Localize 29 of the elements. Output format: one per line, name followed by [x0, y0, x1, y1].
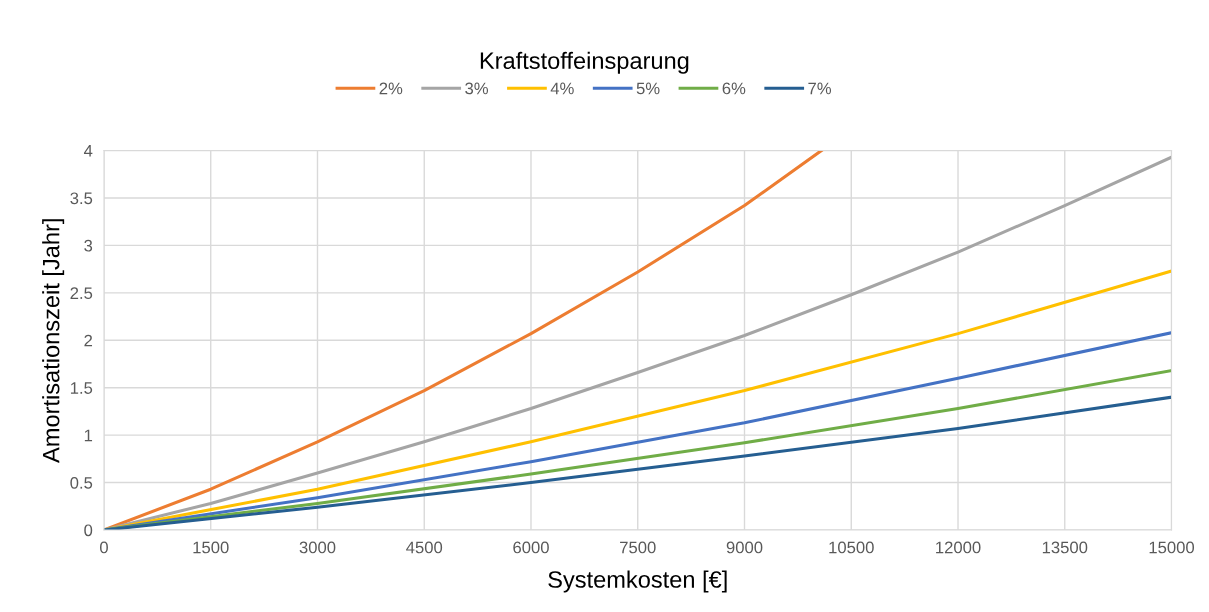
y-tick-label: 1.5	[70, 382, 93, 394]
legend-label: 6%	[722, 82, 746, 95]
legend-label: 7%	[808, 82, 832, 95]
x-tick-label: 10500	[829, 541, 874, 554]
legend-title: Kraftstoffeinsparung	[480, 51, 689, 74]
x-tick-label: 6000	[513, 541, 549, 554]
x-tick-label: 3000	[299, 541, 336, 554]
legend-label: 4%	[550, 82, 574, 95]
x-tick-label: 0	[99, 541, 108, 554]
x-tick-label: 13500	[1042, 541, 1088, 554]
y-tick-label: 4	[83, 145, 93, 157]
legend-label: 5%	[636, 82, 660, 95]
y-tick-label: 0.5	[70, 476, 93, 489]
x-axis-title: Systemkosten [€]	[548, 570, 727, 593]
x-tick-label: 1500	[193, 541, 229, 554]
x-tick-label: 15000	[1149, 541, 1195, 554]
legend-label: 3%	[465, 82, 489, 95]
y-axis-title: Amortisationszeit [Jahr]	[42, 219, 65, 463]
y-tick-label: 1	[84, 429, 93, 442]
x-tick-label: 7500	[620, 541, 656, 554]
y-tick-label: 0	[84, 524, 93, 537]
y-tick-label: 2.5	[70, 287, 93, 300]
x-tick-label: 4500	[406, 541, 443, 554]
x-tick-label: 9000	[726, 541, 763, 554]
y-tick-label: 2	[84, 334, 93, 347]
y-tick-label: 3.5	[70, 192, 93, 205]
legend-label: 2%	[379, 82, 403, 95]
y-tick-label: 3	[84, 239, 93, 252]
x-tick-label: 12000	[936, 541, 981, 554]
